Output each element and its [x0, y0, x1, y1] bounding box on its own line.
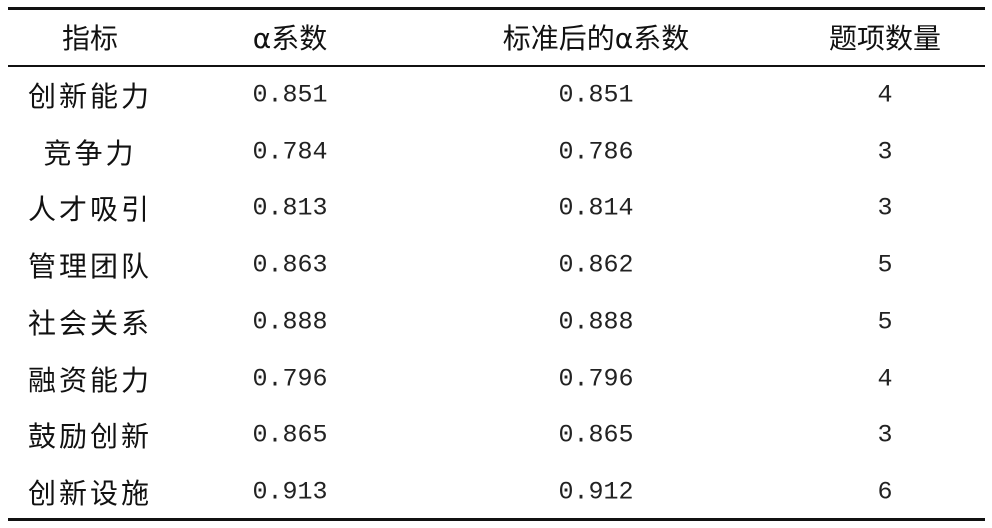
row-label: 人才吸引	[27, 193, 153, 227]
cell-value: 0.865	[558, 420, 634, 450]
row-label: 融资能力	[27, 363, 153, 397]
header-cell: α系数	[252, 22, 328, 55]
header-cell: 题项数量	[828, 22, 942, 55]
row-label: 竞争力	[43, 136, 137, 170]
cell-value: 0.814	[558, 193, 634, 223]
row-label: 创新设施	[27, 476, 153, 510]
cell-value: 0.863	[252, 250, 328, 280]
cell-value: 6	[877, 477, 893, 507]
cell-value: 5	[877, 250, 893, 280]
cell-value: 0.796	[252, 364, 328, 393]
bottom-rule	[8, 518, 985, 521]
cell-value: 0.888	[252, 307, 328, 337]
cell-value: 4	[877, 364, 893, 393]
cell-value: 0.912	[558, 477, 634, 507]
cell-value: 0.865	[252, 420, 328, 450]
cell-value: 3	[877, 420, 893, 450]
cell-value: 0.862	[558, 250, 634, 280]
row-label: 管理团队	[27, 250, 153, 284]
cell-value: 0.888	[558, 307, 634, 337]
cell-value: 3	[877, 137, 893, 167]
header-cell: 指标	[61, 22, 119, 55]
cell-value: 0.796	[558, 364, 634, 393]
row-label: 创新能力	[27, 80, 153, 113]
header-cell: 标准后的α系数	[502, 22, 690, 55]
header-rule	[8, 65, 985, 67]
cell-value: 0.851	[558, 80, 634, 110]
cell-value: 0.913	[252, 477, 328, 507]
row-label: 社会关系	[27, 306, 153, 340]
cell-value: 3	[877, 193, 893, 223]
cell-value: 5	[877, 307, 893, 337]
cell-value: 0.813	[252, 193, 328, 223]
cell-value: 0.784	[252, 137, 328, 167]
cell-value: 4	[877, 80, 893, 110]
top-rule	[8, 7, 985, 10]
row-label: 鼓励创新	[27, 420, 153, 454]
cell-value: 0.851	[252, 80, 328, 110]
cell-value: 0.786	[558, 137, 634, 167]
